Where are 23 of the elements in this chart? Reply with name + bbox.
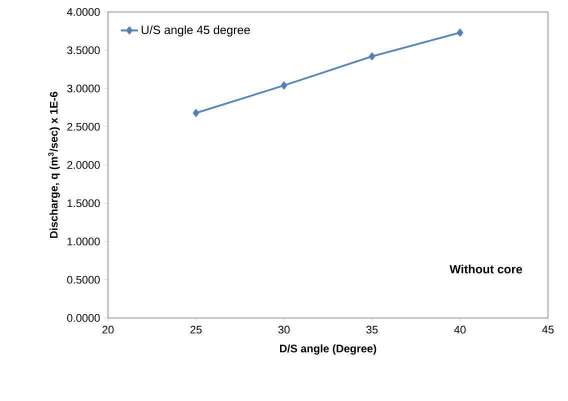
x-tick-label: 20 bbox=[102, 326, 114, 334]
y-tick-label: 1.0000 bbox=[68, 238, 100, 246]
y-tick-label: 0.5000 bbox=[67, 276, 100, 284]
y-tick-label: 1.5000 bbox=[68, 199, 100, 208]
x-tick-label: 35 bbox=[366, 326, 378, 334]
y-tick-label: 0.0000 bbox=[67, 314, 100, 322]
x-tick-label: 45 bbox=[542, 326, 554, 334]
point bbox=[192, 109, 200, 117]
x-tick-label: 40 bbox=[454, 326, 466, 334]
x-tick-label: 30 bbox=[278, 326, 290, 334]
y-tick-label: 3.0000 bbox=[67, 84, 100, 92]
legend-label: U/S angle 45 degree bbox=[142, 25, 250, 37]
point bbox=[456, 28, 464, 37]
y-axis-title: Discharge, q (m$^{3}$/sec) x 1E-6 bbox=[48, 92, 60, 238]
point bbox=[368, 52, 376, 60]
y-tick-label: 2.0000 bbox=[67, 161, 100, 169]
annotation: Without core bbox=[450, 264, 522, 274]
x-axis-title: D/S angle (Degree) bbox=[280, 344, 376, 355]
y-tick-label: 2.5000 bbox=[67, 122, 100, 131]
x-tick-label: 25 bbox=[190, 326, 202, 334]
point bbox=[280, 82, 288, 90]
y-tick-label: 3.5000 bbox=[67, 46, 100, 54]
y-tick-label: 4.0000 bbox=[66, 8, 100, 16]
